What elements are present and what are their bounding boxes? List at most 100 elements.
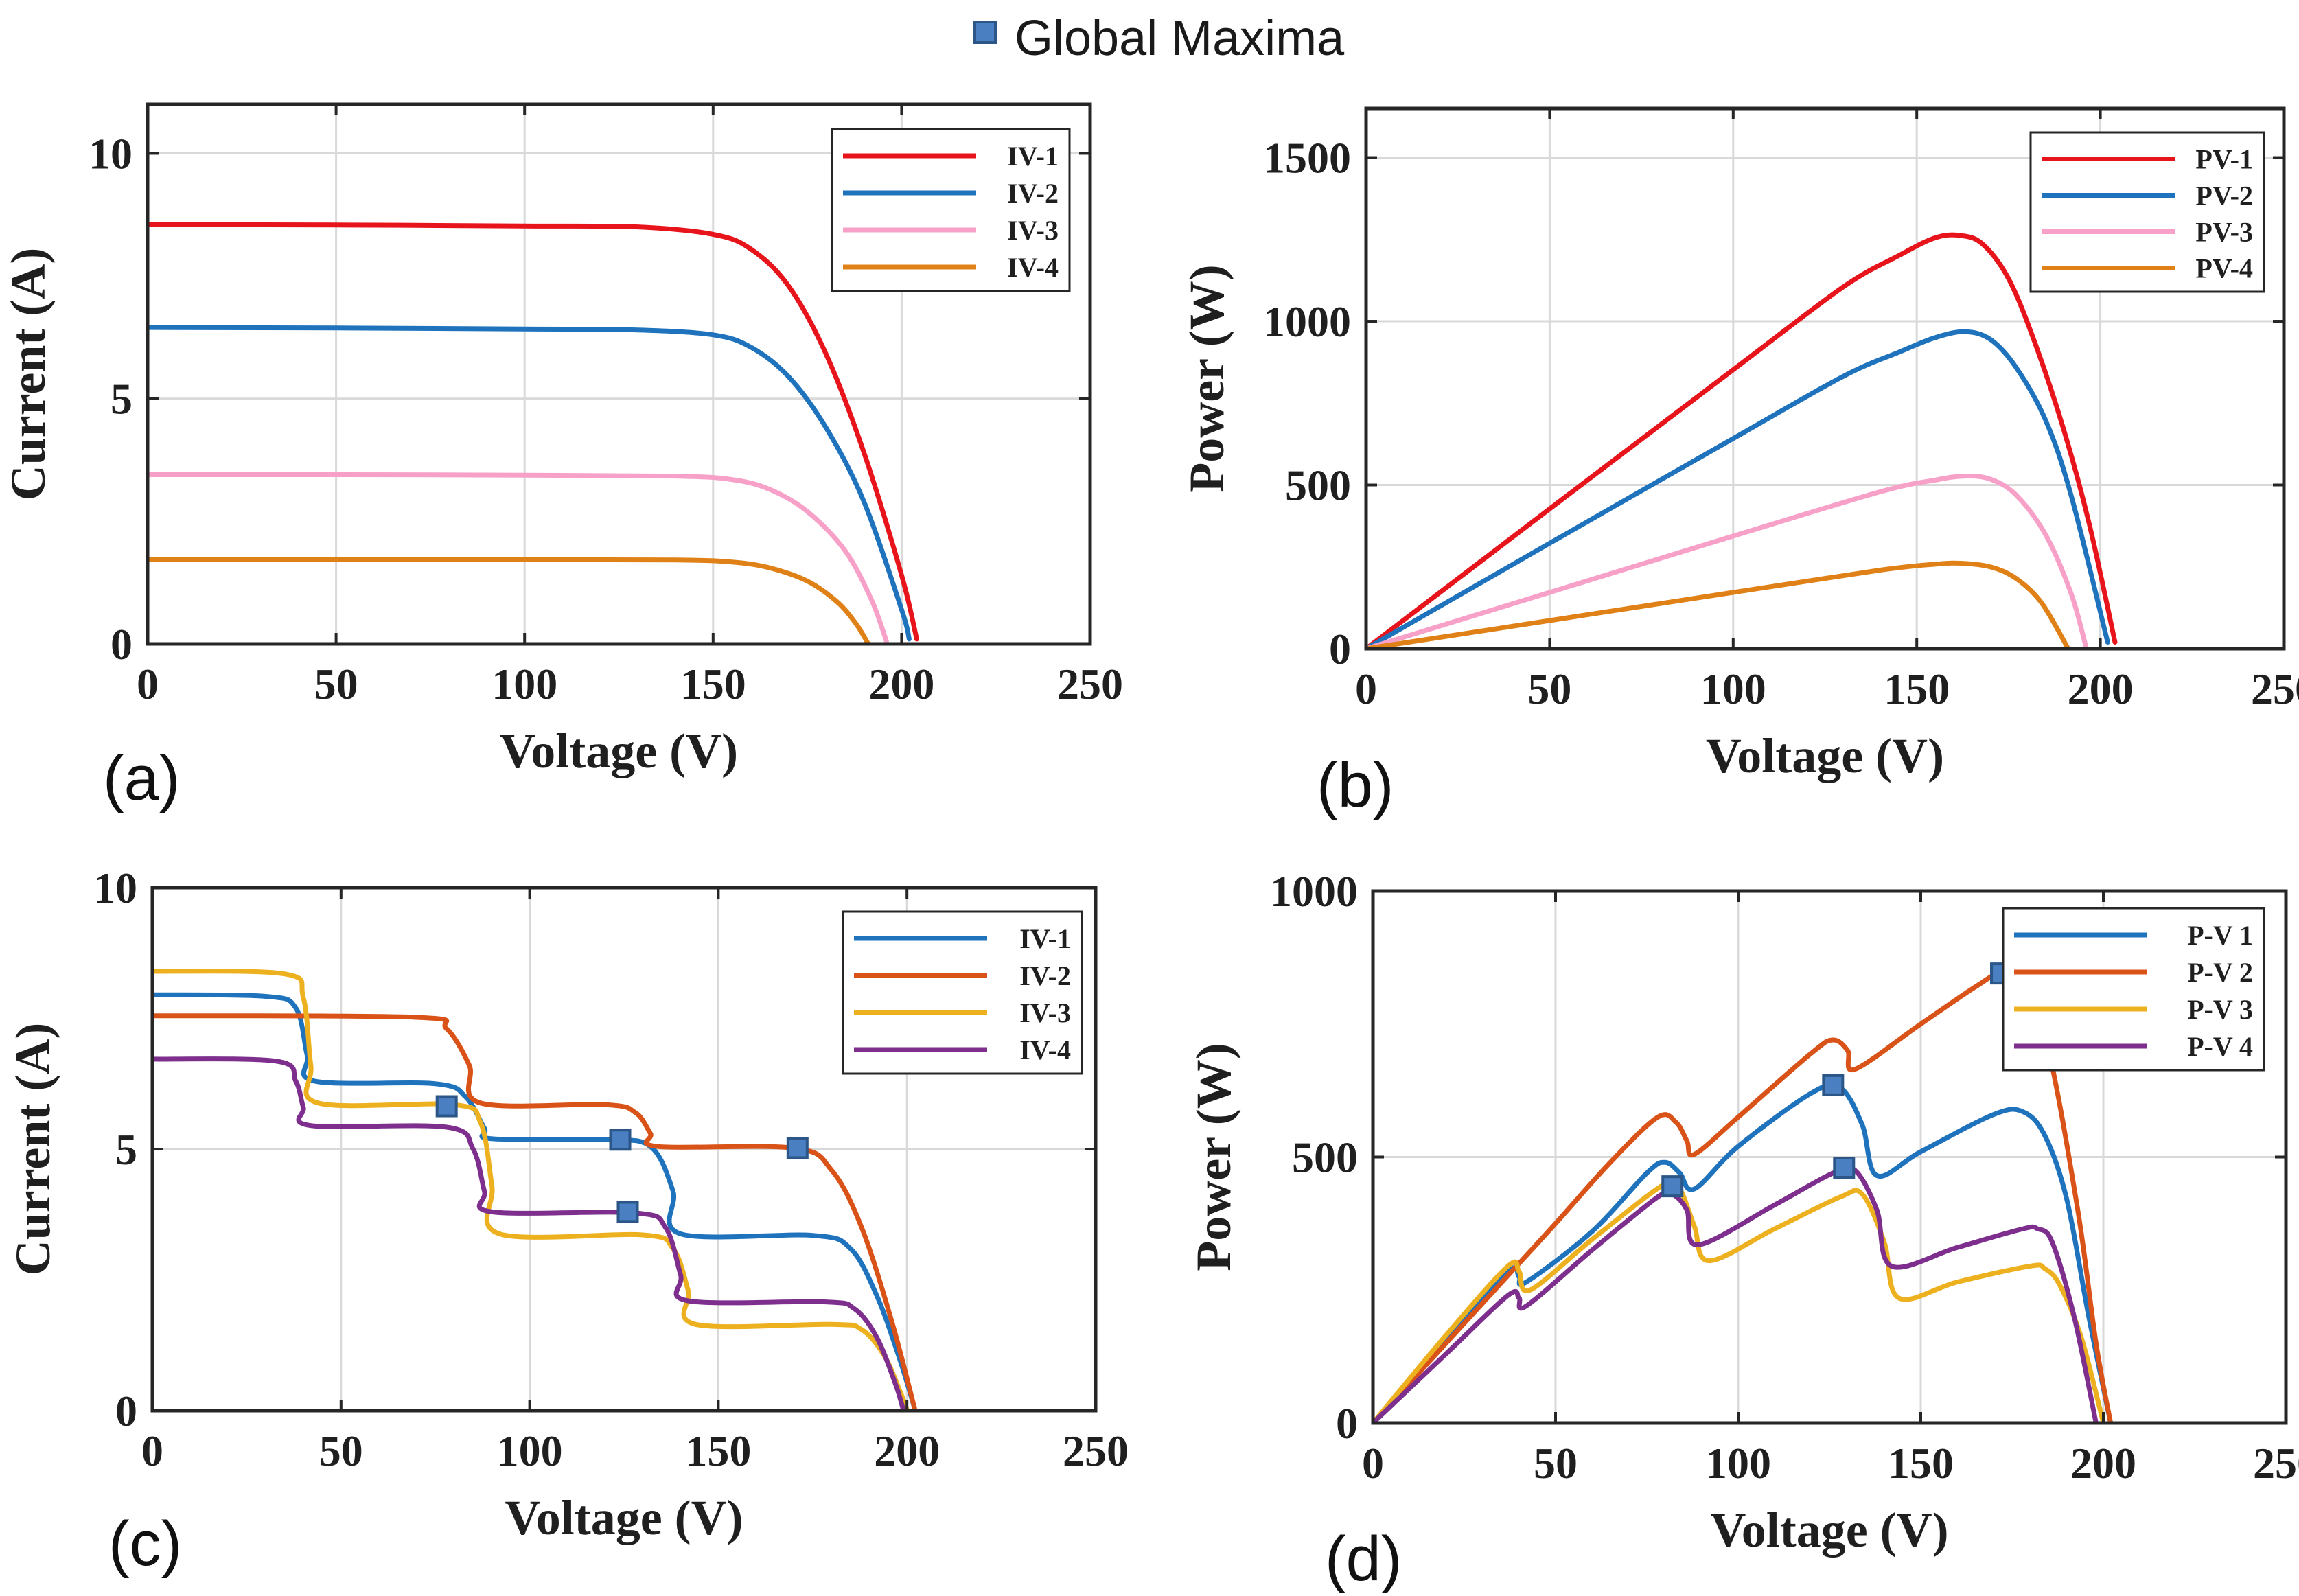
legend-entry-label: PV-3	[2195, 217, 2253, 248]
y-tick-label: 5	[115, 1125, 137, 1174]
global-maxima-marker	[1661, 1175, 1684, 1198]
legend-entry-label: IV-3	[1007, 215, 1059, 246]
chart-d: 0 50 100 150 200 250 0 500 1000 Voltage (V) Power …	[1186, 867, 2299, 1594]
x-axis-label: Voltage (V)	[1706, 728, 1944, 783]
y-tick-label: 0	[1329, 625, 1351, 673]
panel-label: (c)	[108, 1509, 182, 1579]
series-line-4	[1366, 560, 2070, 649]
y-axis-label: Power (W)	[1186, 1043, 1241, 1271]
x-tick-label: 250	[1057, 660, 1123, 708]
series-line-1	[1373, 1082, 2114, 1423]
chart-c: 0 50 100 150 200 250 0 5 10 Voltage (V) Current (A…	[5, 864, 1129, 1579]
y-tick-label: 10	[89, 129, 132, 178]
x-tick-label: 50	[319, 1426, 363, 1475]
x-tick-label: 250	[2253, 1439, 2299, 1488]
y-tick-label: 0	[115, 1387, 137, 1435]
series-line-1	[148, 222, 919, 642]
y-tick-label: 0	[111, 620, 132, 669]
legend-entry-label: PV-4	[2195, 253, 2253, 284]
legend: IV-1 IV-2 IV-3 IV-4	[842, 910, 1083, 1075]
series-line-4	[1373, 1164, 2099, 1423]
panel-label: (b)	[1317, 750, 1394, 820]
x-tick-label: 0	[141, 1426, 163, 1475]
legend-entry-label: IV-1	[1007, 141, 1059, 172]
legend-entry-label: P-V 1	[2187, 920, 2253, 951]
series-line-2	[148, 325, 912, 642]
x-tick-label: 200	[2068, 664, 2134, 713]
y-tick-label: 0	[1336, 1399, 1358, 1448]
axes-box	[1364, 106, 2286, 651]
chart-b: 0 50 100 150 200 250 0 500 1000 1500 Voltage (V) Po…	[1179, 106, 2299, 820]
legend-entry-label: P-V 4	[2187, 1031, 2253, 1062]
global-maxima-legend-label: Global Maxima	[1015, 11, 1345, 66]
x-tick-label: 50	[1534, 1439, 1578, 1488]
y-axis-label: Current (A)	[1, 248, 56, 501]
legend-entry-label: IV-2	[1007, 178, 1059, 209]
series-group	[1373, 971, 2114, 1423]
legend-entry-label: IV-2	[1019, 960, 1071, 991]
y-tick-label: 1000	[1270, 867, 1358, 916]
x-tick-label: 200	[2070, 1439, 2136, 1488]
x-tick-label: 150	[680, 660, 746, 708]
y-tick-label: 500	[1285, 461, 1351, 510]
series-line-3	[1366, 474, 2088, 649]
series-line-3	[152, 969, 910, 1411]
x-tick-label: 250	[2251, 664, 2299, 713]
series-line-1	[152, 992, 917, 1411]
x-tick-label: 150	[685, 1426, 751, 1475]
series-line-4	[152, 1056, 906, 1411]
global-maxima-marker	[786, 1137, 809, 1159]
legend-entry-label: P-V 3	[2187, 994, 2253, 1025]
series-line-3	[1373, 1177, 2106, 1423]
series-line-3	[148, 472, 889, 644]
x-tick-label: 100	[1700, 664, 1766, 713]
y-tick-label: 5	[111, 375, 132, 424]
series-group	[148, 222, 919, 644]
x-axis-label: Voltage (V)	[500, 724, 738, 778]
series-line-2	[1366, 329, 2110, 649]
x-tick-label: 100	[497, 1426, 563, 1475]
global-maxima-legend-marker	[973, 21, 997, 44]
y-tick-label: 500	[1292, 1133, 1358, 1182]
y-tick-label: 1500	[1263, 134, 1351, 183]
series-group	[152, 969, 917, 1411]
legend-entry-label: IV-3	[1019, 997, 1071, 1028]
axes-box	[146, 102, 1092, 646]
x-tick-label: 250	[1063, 1426, 1129, 1475]
series-group	[1366, 232, 2118, 649]
legend-entry-label: IV-4	[1007, 252, 1059, 283]
legend: P-V 1 P-V 2 P-V 3 P-V 4	[2002, 907, 2265, 1072]
x-tick-label: 200	[874, 1426, 940, 1475]
legend-entry-label: PV-1	[2195, 144, 2253, 175]
global-maxima-marker	[609, 1129, 632, 1151]
global-maxima-marker	[1822, 1074, 1845, 1096]
y-axis-label: Power (W)	[1179, 264, 1234, 493]
legend: IV-1 IV-2 IV-3 IV-4	[831, 128, 1071, 292]
series-line-1	[1366, 232, 2118, 649]
x-tick-label: 50	[1527, 664, 1571, 713]
x-tick-label: 0	[1355, 664, 1377, 713]
x-tick-label: 150	[1884, 664, 1950, 713]
legend-entry-label: IV-1	[1019, 923, 1071, 954]
x-tick-label: 50	[314, 660, 358, 708]
series-line-2	[1373, 971, 2114, 1423]
x-tick-label: 100	[1705, 1439, 1771, 1488]
legend-entry-label: P-V 2	[2187, 957, 2253, 988]
x-tick-label: 0	[1362, 1439, 1384, 1488]
y-tick-label: 1000	[1263, 297, 1351, 346]
panel-label: (d)	[1325, 1524, 1402, 1594]
legend: PV-1 PV-2 PV-3 PV-4	[2029, 131, 2265, 293]
x-tick-label: 100	[492, 660, 557, 708]
x-tick-label: 150	[1888, 1439, 1954, 1488]
x-axis-label: Voltage (V)	[1710, 1503, 1948, 1558]
series-line-2	[152, 1013, 917, 1411]
legend-entry-label: PV-2	[2195, 181, 2253, 211]
series-line-4	[148, 557, 870, 644]
legend-entry-label: IV-4	[1019, 1034, 1071, 1065]
panel-label: (a)	[103, 743, 180, 813]
global-maxima-marker	[1833, 1157, 1856, 1179]
y-tick-label: 10	[93, 864, 137, 912]
chart-a: 0 50 100 150 200 250 0 5 10 Voltage (V) Current (A…	[1, 102, 1123, 813]
